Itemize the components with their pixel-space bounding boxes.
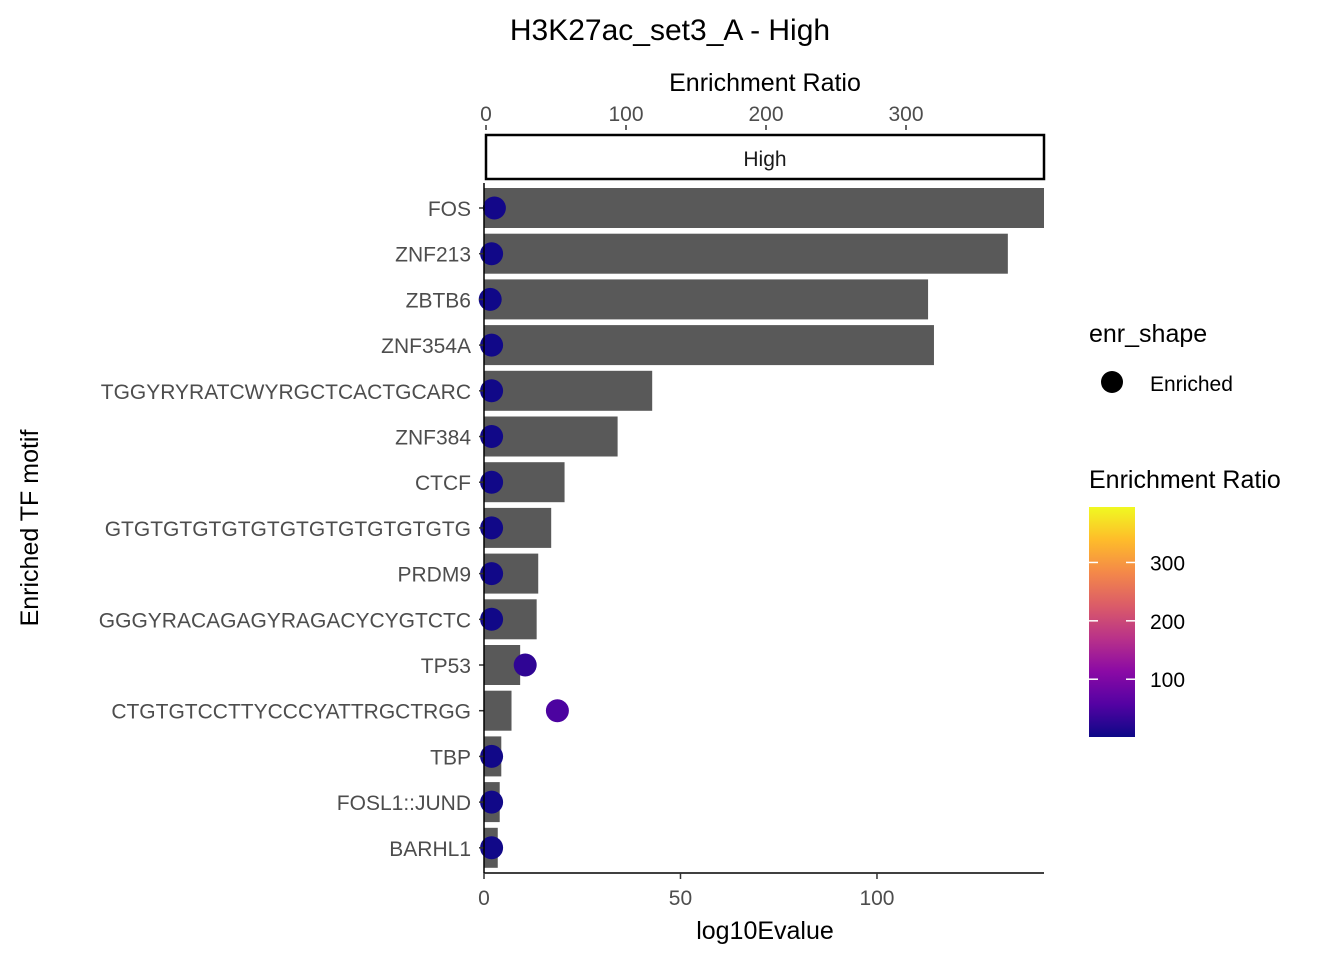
bar-11 <box>484 690 512 731</box>
point-9 <box>480 607 504 631</box>
x-tick-label: 100 <box>859 887 894 910</box>
point-4 <box>480 379 504 403</box>
point-11 <box>545 699 569 723</box>
top-tick-label: 0 <box>480 103 492 126</box>
point-5 <box>480 425 504 448</box>
color-legend-title: Enrichment Ratio <box>1089 466 1281 494</box>
point-12 <box>480 744 504 768</box>
y-axis-title: Enriched TF motif <box>16 430 44 627</box>
y-axis-tick-labels: FOS ZNF213 ZBTB6 ZNF354A TGGYRYRATCWYRGCTCAC… <box>99 198 484 861</box>
color-legend-tick-label: 100 <box>1150 669 1185 692</box>
bar-2 <box>484 279 929 320</box>
x-tick-label: 50 <box>669 887 692 910</box>
chart-title: H3K27ac_set3_A - High <box>510 14 830 47</box>
x-tick-label: 0 <box>478 887 490 910</box>
y-tick-label: ZNF354A <box>381 335 471 358</box>
color-legend-bar <box>1089 507 1135 737</box>
bottom-axis: 0 50 100 <box>478 873 895 910</box>
point-0 <box>482 196 506 220</box>
y-tick-label: CTCF <box>415 472 471 495</box>
point-8 <box>480 562 504 586</box>
shape-legend-key <box>1101 371 1123 393</box>
point-14 <box>480 836 504 860</box>
facet-strip <box>484 133 1046 181</box>
color-legend-ticks: 100 200 300 <box>1089 552 1185 692</box>
bar-1 <box>484 233 1008 274</box>
shape-legend-title: enr_shape <box>1089 320 1207 348</box>
y-tick-label: GGGYRACAGAGYRAGACYCYGTCTC <box>99 609 471 632</box>
y-tick-label: ZNF384 <box>395 427 471 450</box>
x-axis-title: log10Evalue <box>696 917 834 945</box>
point-10 <box>513 653 537 677</box>
color-legend-tick-label: 300 <box>1150 552 1185 575</box>
shape-legend-label: Enriched <box>1150 373 1233 396</box>
top-axis: 0 100 200 300 <box>480 103 924 130</box>
point-1 <box>480 242 504 266</box>
top-tick-label: 300 <box>888 103 923 126</box>
bar-4 <box>484 370 653 411</box>
point-6 <box>480 470 504 494</box>
y-tick-label: ZNF213 <box>395 244 471 267</box>
y-tick-label: FOS <box>428 198 471 221</box>
y-tick-label: TGGYRYRATCWYRGCTCACTGCARC <box>101 381 471 404</box>
y-tick-label: CTGTGTCCTTYCCCYATTRGCTRGG <box>111 701 471 724</box>
top-tick-label: 200 <box>748 103 783 126</box>
facet-strip-label: High <box>743 148 786 171</box>
points-layer <box>478 196 569 860</box>
y-tick-label: BARHL1 <box>389 838 471 861</box>
y-tick-label: GTGTGTGTGTGTGTGTGTGTGTGTG <box>105 518 471 541</box>
y-tick-label: TBP <box>430 746 471 769</box>
point-7 <box>480 516 504 540</box>
bars-layer <box>484 188 1044 868</box>
bar-0 <box>484 188 1044 228</box>
top-tick-label: 100 <box>608 103 643 126</box>
y-tick-label: PRDM9 <box>397 564 471 587</box>
point-3 <box>480 333 504 357</box>
top-axis-title: Enrichment Ratio <box>669 69 861 97</box>
bar-5 <box>484 416 618 457</box>
color-legend-tick-label: 200 <box>1150 611 1185 634</box>
point-13 <box>480 790 504 814</box>
y-tick-label: ZBTB6 <box>406 289 471 312</box>
y-tick-label: FOSL1::JUND <box>337 792 471 815</box>
y-tick-label: TP53 <box>421 655 471 678</box>
bar-3 <box>484 325 934 366</box>
